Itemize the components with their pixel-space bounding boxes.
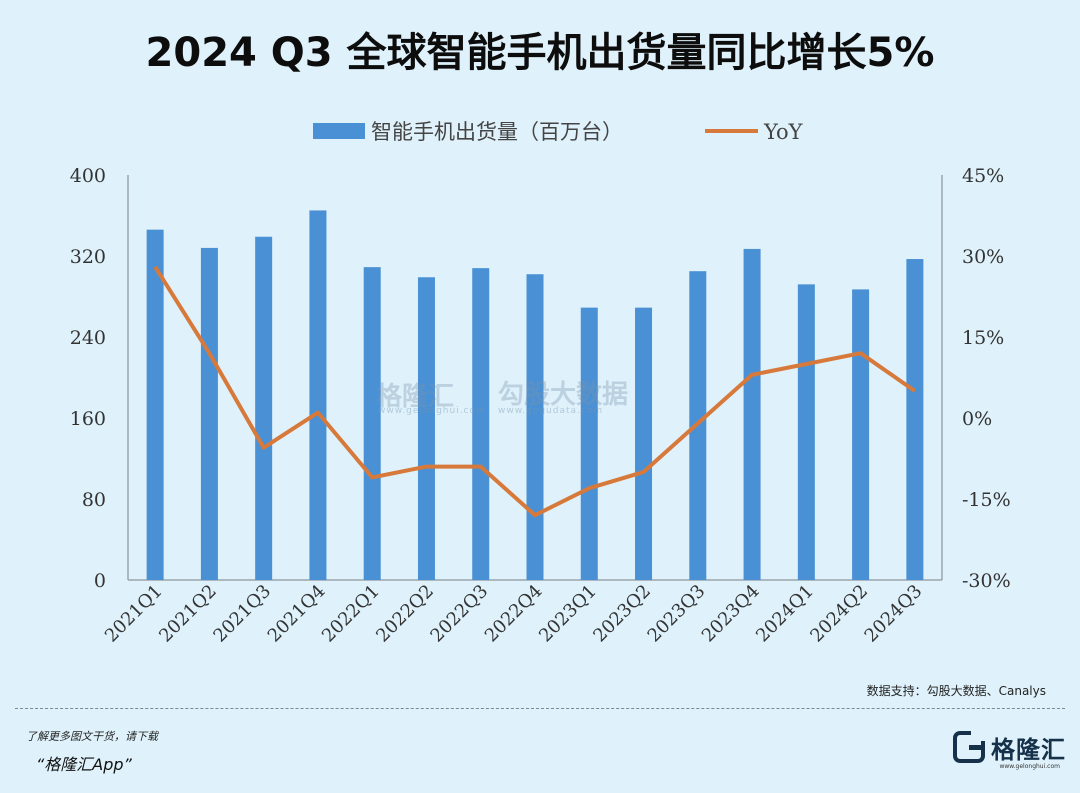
bar-shipments <box>417 277 435 580</box>
right-tick-label: 30% <box>962 246 1004 268</box>
x-tick-label: 2022Q3 <box>426 581 492 647</box>
legend-label-shipments: 智能手机出货量（百万台） <box>371 120 623 144</box>
bar-shipments <box>580 307 598 580</box>
watermark-gelonghui: 格隆汇 <box>376 382 455 412</box>
x-tick-label: 2021Q2 <box>155 581 221 647</box>
bar-shipments <box>472 268 490 580</box>
left-tick-label: 80 <box>82 489 106 511</box>
bar-shipments <box>309 210 327 580</box>
left-tick-label: 240 <box>70 327 106 349</box>
brand-g-icon <box>953 731 985 763</box>
x-tick-label: 2024Q1 <box>752 581 818 647</box>
footer-download-prompt: 了解更多图文干货，请下载 <box>26 730 158 743</box>
x-tick-label: 2021Q1 <box>101 581 167 647</box>
x-tick-label: 2022Q1 <box>318 581 384 647</box>
chart-canvas: 0 80 160 240 320 400 -30% -15% 0% 15% 30% 45% 2021Q1… <box>70 120 1011 647</box>
right-tick-label: 0% <box>962 408 992 430</box>
x-tick-label: 2023Q4 <box>698 581 764 647</box>
right-tick-label: 45% <box>962 165 1004 187</box>
right-tick-label: -30% <box>962 570 1011 592</box>
watermark-gogudata: 勾股大数据 <box>498 380 629 410</box>
x-tick-label: 2023Q1 <box>535 581 601 647</box>
brand-url: www.gelonghui.com <box>999 763 1060 770</box>
bar-shipments <box>200 247 218 580</box>
x-tick-label: 2023Q2 <box>589 581 655 647</box>
bar-shipments <box>526 274 544 580</box>
watermark-gogudata-url: www.gogudata.com <box>498 406 604 416</box>
left-tick-label: 320 <box>70 246 106 268</box>
x-tick-label: 2024Q3 <box>861 581 927 647</box>
brand-name: 格隆汇 <box>991 735 1066 764</box>
right-tick-label: -15% <box>962 489 1011 511</box>
footer-divider <box>15 708 1065 709</box>
data-source: 数据支持：勾股大数据、Canalys <box>866 684 1046 698</box>
legend-swatch-shipments <box>313 123 365 139</box>
bar-shipments <box>255 236 273 580</box>
bar-shipments <box>797 284 815 580</box>
left-tick-label: 0 <box>94 570 106 592</box>
bar-shipments <box>852 289 870 580</box>
x-tick-label: 2021Q4 <box>264 581 330 647</box>
x-tick-label: 2021Q3 <box>209 581 275 647</box>
right-tick-label: 15% <box>962 327 1004 349</box>
bar-shipments <box>363 267 381 580</box>
left-tick-label: 400 <box>70 165 106 187</box>
left-tick-label: 160 <box>70 408 106 430</box>
bar-shipments <box>146 229 164 581</box>
watermark-gelonghui-url: www.gelonghui.com <box>378 406 486 416</box>
chart-title: 2024 Q3 全球智能手机出货量同比增长5% <box>145 30 935 76</box>
bar-shipments <box>635 307 653 580</box>
brand-logo: 格隆汇 <box>953 730 1066 764</box>
x-tick-label: 2024Q2 <box>806 581 872 647</box>
bar-shipments <box>743 248 761 580</box>
legend-label-yoy: YoY <box>763 120 804 144</box>
footer-app-name: “格隆汇App” <box>36 755 132 774</box>
x-tick-label: 2022Q4 <box>481 581 547 647</box>
x-tick-label: 2023Q3 <box>644 581 710 647</box>
x-tick-label: 2022Q2 <box>372 581 438 647</box>
bar-shipments <box>906 259 924 580</box>
